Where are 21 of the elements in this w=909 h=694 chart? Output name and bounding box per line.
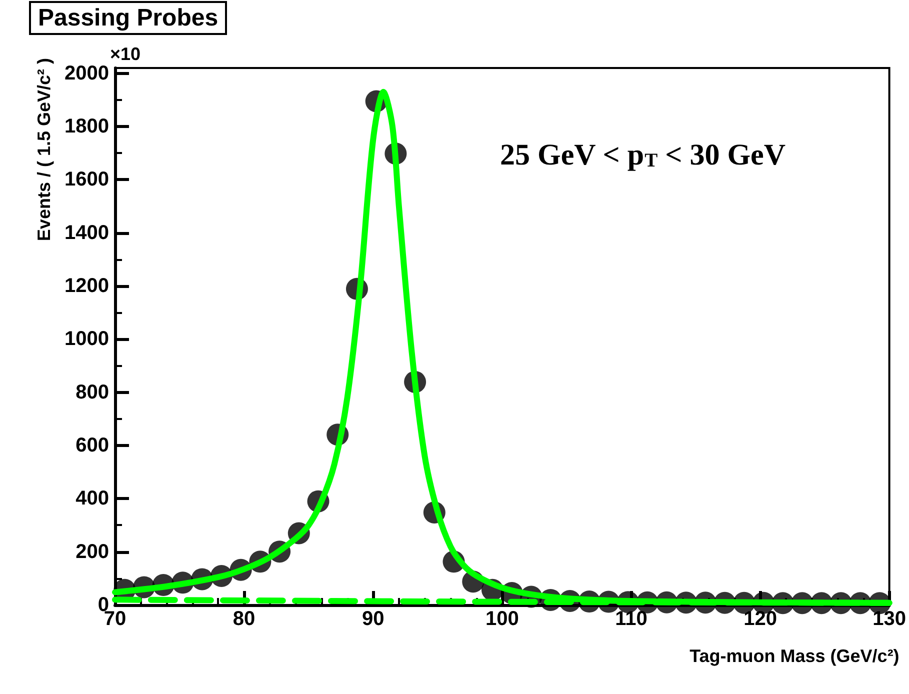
x-tick-label: 130 [872, 608, 906, 630]
y-tick-label: 1000 [64, 328, 109, 350]
y-tick-label: 600 [76, 434, 109, 456]
y-tick-label: 1200 [64, 274, 109, 297]
chart-title: Passing Probes [38, 4, 218, 32]
x-tick-label: 110 [615, 608, 648, 630]
x-axis-title: Tag-muon Mass (GeV/c²) [690, 646, 900, 666]
y-tick-label: 200 [76, 540, 109, 563]
y-tick-label: 400 [76, 488, 109, 510]
y-tick-label: 1800 [64, 115, 109, 138]
y-tick-label: 1400 [64, 222, 109, 244]
x-tick-label: 120 [744, 608, 777, 630]
x-tick-label: 90 [362, 608, 384, 630]
annotation: 25 GeV < pT < 30 GeV [500, 138, 786, 172]
y-tick-label: 800 [76, 381, 109, 404]
y-tick-label: 1600 [64, 168, 109, 191]
x-tick-label: 100 [485, 608, 519, 630]
text: ×10 [110, 44, 141, 64]
y-axis-title: Events / ( 1.5 GeV/c² ) [34, 58, 54, 242]
x-tick-label: 80 [232, 608, 256, 630]
y-tick-label: 2000 [64, 62, 109, 84]
